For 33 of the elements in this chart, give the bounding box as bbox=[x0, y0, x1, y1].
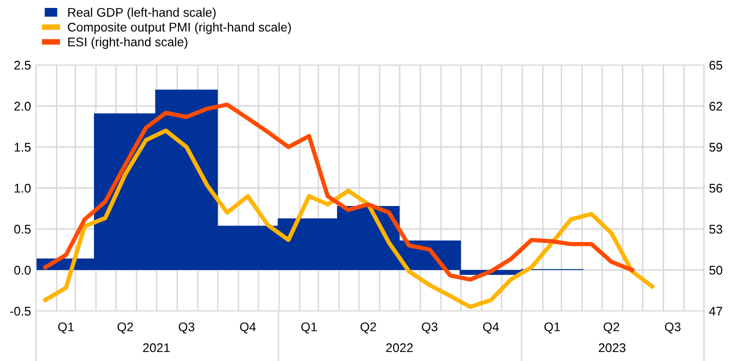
y2-tick-label: 62 bbox=[709, 102, 722, 111]
x-tick-label: Q1 bbox=[301, 322, 317, 334]
y2-tick-label: 50 bbox=[709, 266, 722, 275]
x-tick-label: Q2 bbox=[118, 322, 133, 334]
legend-label: Real GDP (left-hand scale) bbox=[68, 8, 216, 20]
y-tick-label: 2.0 bbox=[14, 102, 31, 111]
y2-tick-label: 56 bbox=[709, 184, 722, 193]
legend-label: Composite output PMI (right-hand scale) bbox=[68, 22, 291, 34]
legend-label: ESI (right-hand scale) bbox=[68, 37, 188, 49]
x-tick-label: Q3 bbox=[664, 322, 680, 334]
y-tick-label: 0.5 bbox=[14, 224, 31, 234]
x-tick-label: Q1 bbox=[544, 322, 560, 334]
y-tick-label: -0.5 bbox=[10, 306, 31, 316]
y2-tick-label: 65 bbox=[709, 60, 722, 70]
y-tick-label: 0.0 bbox=[14, 266, 31, 275]
y2-tick-label: 47 bbox=[709, 306, 722, 316]
text: 2022 bbox=[386, 343, 413, 352]
y2-tick-label: 59 bbox=[709, 142, 722, 152]
x-tick-label: Q3 bbox=[422, 322, 438, 334]
line-series bbox=[43, 102, 634, 282]
x-tick-label: Q4 bbox=[240, 322, 256, 334]
x-tick-label: Q3 bbox=[178, 322, 194, 334]
x-tick-label: Q2 bbox=[604, 322, 620, 334]
x-tick-label: Q2 bbox=[360, 322, 376, 334]
x-tick-label: Q1 bbox=[58, 322, 74, 334]
y2-tick-label: 53 bbox=[709, 224, 722, 234]
y-tick-label: 1.5 bbox=[14, 142, 31, 152]
line-series bbox=[43, 128, 654, 309]
text: 2023 bbox=[598, 343, 626, 352]
text: 2021 bbox=[143, 343, 170, 352]
y-tick-label: 2.5 bbox=[14, 60, 31, 70]
x-tick-label: Q4 bbox=[483, 322, 499, 334]
y-tick-label: 1.0 bbox=[14, 184, 31, 193]
